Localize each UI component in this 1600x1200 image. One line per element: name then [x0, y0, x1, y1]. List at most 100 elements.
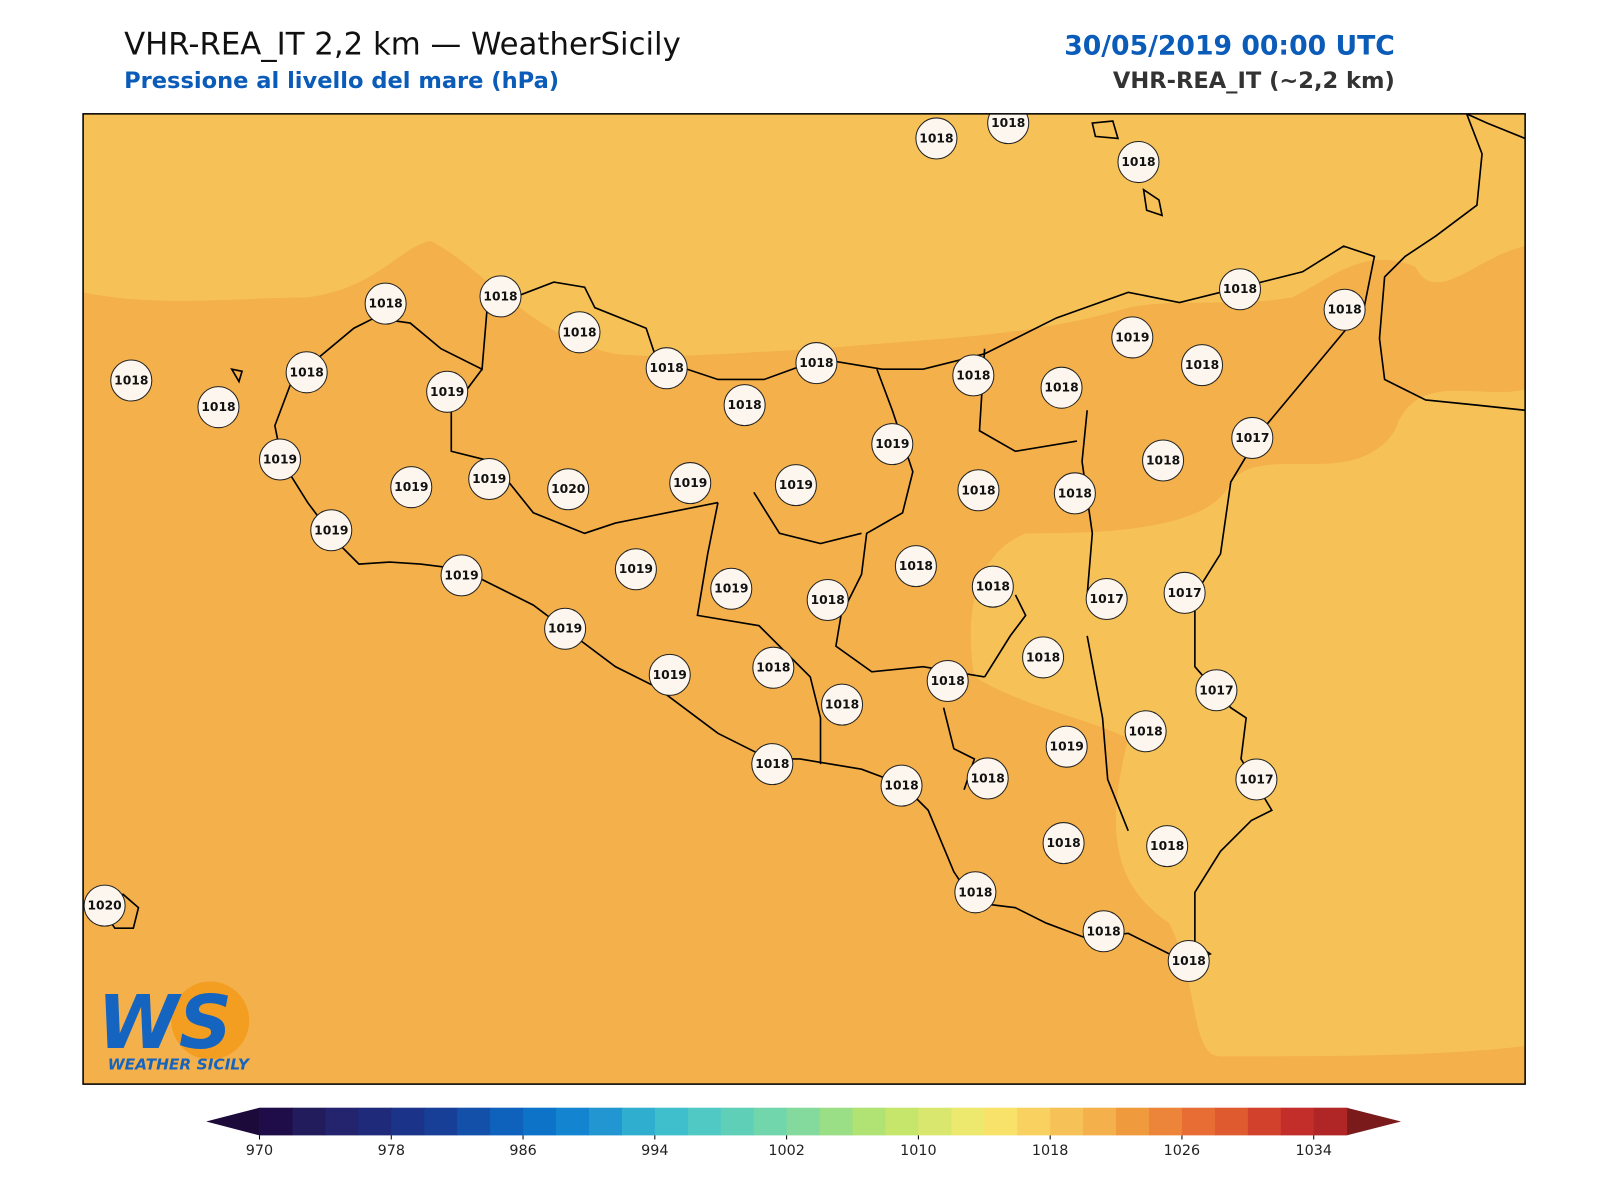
station-marker [390, 466, 433, 509]
pressure-area [83, 113, 1526, 356]
colorbar-tick-label: 1002 [768, 1143, 805, 1159]
station-marker [915, 117, 958, 160]
title: VHR-REA_IT 2,2 km — WeatherSicily [124, 26, 681, 62]
station-value: 1018 [799, 356, 833, 370]
coastlines [96, 113, 1526, 966]
station-value: 1018 [756, 661, 790, 675]
station-value: 1018 [1046, 836, 1080, 850]
station-value: 1018 [755, 757, 789, 771]
station-value: 1019 [779, 478, 813, 492]
colorbar-box [523, 1107, 557, 1136]
colorbar-box [654, 1107, 689, 1136]
station-marker [468, 457, 511, 500]
station-value: 1019 [875, 437, 909, 451]
station-marker [710, 567, 753, 610]
colorbar-tick-label: 1034 [1295, 1143, 1332, 1159]
station-marker [987, 113, 1030, 145]
station-marker [1195, 669, 1238, 712]
station-value: 1018 [650, 361, 684, 375]
station-marker [880, 764, 923, 807]
station-marker [1040, 366, 1083, 409]
colorbar-tick-label: 970 [246, 1143, 273, 1159]
station-value: 1018 [1223, 282, 1257, 296]
station-marker [1124, 710, 1167, 753]
station-value: 1018 [201, 400, 235, 414]
station-value: 1018 [1058, 486, 1092, 500]
station-value: 1018 [1150, 839, 1184, 853]
station-marker [1085, 577, 1128, 620]
station-marker [1142, 439, 1185, 482]
colorbar-box [1214, 1107, 1249, 1136]
colorbar-box [490, 1107, 524, 1136]
colorbar-box [786, 1107, 821, 1136]
colorbar-box [819, 1107, 854, 1136]
station-marker [1231, 416, 1274, 459]
station-value: 1019 [394, 480, 428, 494]
station-value: 1017 [1167, 586, 1201, 600]
station-marker [723, 384, 766, 427]
station-marker [1181, 344, 1224, 387]
station-value: 1018 [899, 559, 933, 573]
colorbar-under [206, 1107, 260, 1136]
colorbar-box [1313, 1107, 1348, 1136]
station-marker [1042, 822, 1085, 865]
station-value: 1018 [369, 297, 403, 311]
station-value: 1018 [958, 885, 992, 899]
colorbar-box [1148, 1107, 1183, 1136]
colorbar-box [1050, 1107, 1084, 1136]
station-marker [752, 646, 795, 689]
station-value: 1019 [714, 582, 748, 596]
station-value: 1018 [1327, 303, 1361, 317]
station-value: 1018 [991, 116, 1025, 130]
station-marker [952, 354, 995, 397]
colorbar-box [588, 1107, 623, 1136]
colorbar-box [1083, 1107, 1117, 1136]
station-value: 1018 [1172, 954, 1206, 968]
station-value: 1020 [87, 899, 121, 913]
station-value: 1019 [673, 476, 707, 490]
station-marker [966, 757, 1009, 800]
station-value: 1019 [1115, 330, 1149, 344]
station-value: 1018 [1146, 454, 1180, 468]
colorbar-box [1280, 1107, 1315, 1136]
station-value: 1018 [483, 289, 517, 303]
station-marker [894, 545, 937, 588]
station-value: 1019 [430, 385, 464, 399]
colorbar-box [918, 1107, 952, 1136]
colorbar-box [1017, 1107, 1051, 1136]
station-value: 1019 [548, 622, 582, 636]
station-value: 1018 [1044, 381, 1078, 395]
station-value: 1018 [562, 325, 596, 339]
station-marker [1146, 825, 1189, 868]
station-value: 1018 [1121, 155, 1155, 169]
colorbar-box [259, 1107, 293, 1136]
logo-mark: WS [97, 980, 232, 1066]
station-marker [547, 468, 590, 511]
station-marker [1167, 940, 1210, 983]
station-marker [1163, 571, 1206, 614]
station-value: 1018 [1086, 924, 1120, 938]
station-value: 1019 [653, 668, 687, 682]
map: 1018 1018 1018 1018 1018 1018 1018 1018 1018 1018… [83, 113, 1526, 1085]
colorbar: 970 978 986 994 1002 1010 1018 1026 1034 [206, 1107, 1402, 1159]
station-value: 1019 [472, 472, 506, 486]
colorbar-box [885, 1107, 919, 1136]
station-marker [648, 653, 691, 696]
colorbar-tick-label: 1018 [1032, 1143, 1069, 1159]
subtitle: Pressione al livello del mare (hPa) [124, 68, 559, 94]
station-marker [774, 464, 817, 507]
station-marker [971, 565, 1014, 608]
model-label: VHR-REA_IT (~2,2 km) [1113, 68, 1395, 94]
station-marker [614, 548, 657, 591]
station-marker [1082, 910, 1125, 953]
colorbar-box [720, 1107, 755, 1136]
station-marker [1053, 472, 1096, 515]
station-marker [197, 386, 240, 429]
logo-sun [171, 981, 250, 1060]
station-marker [364, 282, 407, 325]
station-value: 1018 [1129, 724, 1163, 738]
station-value: 1018 [290, 365, 324, 379]
colorbar-box [1116, 1107, 1150, 1136]
station-value: 1019 [314, 523, 348, 537]
